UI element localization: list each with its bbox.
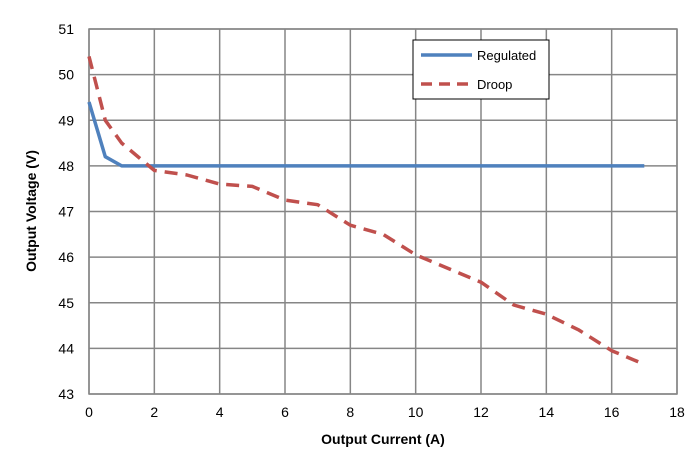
legend-box xyxy=(412,39,550,100)
legend-label-regulated: Regulated xyxy=(477,48,536,63)
y-tick-label: 50 xyxy=(58,67,74,83)
x-tick-label: 14 xyxy=(539,404,555,420)
legend-label-droop: Droop xyxy=(477,77,512,92)
y-tick-label: 46 xyxy=(58,249,74,265)
y-tick-label: 47 xyxy=(58,204,74,220)
y-tick-label: 49 xyxy=(58,112,74,128)
x-tick-label: 4 xyxy=(216,404,224,420)
x-tick-label: 6 xyxy=(281,404,289,420)
x-tick-label: 2 xyxy=(150,404,158,420)
series-line-droop xyxy=(87,55,645,366)
series-line-regulated xyxy=(87,101,645,168)
y-tick-label: 43 xyxy=(58,386,74,402)
x-axis-ticks: 0 2 4 6 8 10 12 14 16 18 xyxy=(85,404,685,420)
x-tick-label: 18 xyxy=(669,404,685,420)
x-tick-label: 10 xyxy=(408,404,424,420)
y-axis-ticks: 43 44 45 46 47 48 49 50 51 xyxy=(58,21,74,402)
y-tick-label: 44 xyxy=(58,340,74,356)
y-axis-title: Output Voltage (V) xyxy=(23,150,39,272)
y-tick-label: 48 xyxy=(58,158,74,174)
y-tick-label: 51 xyxy=(58,21,74,37)
x-tick-label: 0 xyxy=(85,404,93,420)
x-tick-label: 16 xyxy=(604,404,620,420)
x-tick-label: 8 xyxy=(346,404,354,420)
x-tick-label: 12 xyxy=(473,404,489,420)
y-tick-label: 45 xyxy=(58,295,74,311)
plot-area-border xyxy=(88,28,678,395)
series-lines xyxy=(87,55,645,366)
legend: Regulated Droop xyxy=(412,39,550,100)
x-axis-title: Output Current (A) xyxy=(321,431,445,447)
